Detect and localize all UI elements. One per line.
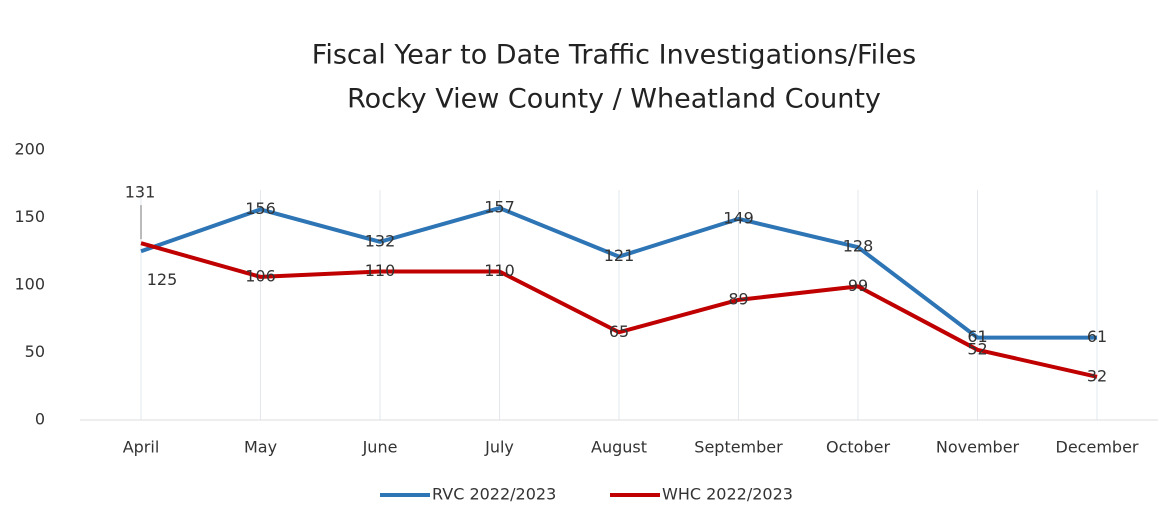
x-tick-label: September [694, 438, 783, 457]
data-label: 128 [843, 237, 874, 256]
y-tick-label: 100 [14, 275, 45, 294]
data-label: 61 [967, 327, 987, 346]
series-line [140, 206, 1097, 340]
x-tick-label: April [123, 438, 160, 457]
x-tick-label: October [826, 438, 890, 457]
x-tick-label: May [244, 438, 277, 457]
data-label: 125 [147, 270, 178, 289]
legend-label: RVC 2022/2023 [432, 485, 556, 504]
data-label: 61 [1087, 327, 1107, 346]
y-tick-label: 50 [25, 342, 45, 361]
data-label: 149 [723, 208, 754, 227]
data-label: 132 [365, 231, 396, 250]
data-label: 106 [245, 266, 276, 285]
data-label: 99 [848, 276, 868, 295]
chart-title: Rocky View County / Wheatland County [347, 84, 881, 115]
y-tick-label: 0 [35, 410, 45, 429]
data-label: 65 [609, 322, 629, 341]
data-label: 157 [484, 198, 515, 217]
x-tick-label: December [1056, 438, 1139, 457]
data-label: 32 [1087, 366, 1107, 385]
y-tick-label: 200 [14, 140, 45, 159]
data-label: 52 [967, 339, 987, 358]
data-label: 110 [365, 261, 396, 280]
x-tick-label: July [484, 438, 514, 457]
chart-title: Fiscal Year to Date Traffic Investigatio… [312, 40, 917, 71]
data-label: 131 [125, 183, 156, 202]
x-tick-label: August [591, 438, 647, 457]
data-label: 89 [728, 289, 748, 308]
data-label: 121 [604, 246, 635, 265]
x-tick-label: November [936, 438, 1020, 457]
legend-label: WHC 2022/2023 [662, 485, 793, 504]
x-tick-label: June [362, 438, 398, 457]
data-label: 156 [245, 199, 276, 218]
data-label: 110 [484, 261, 515, 280]
series-line [140, 241, 1098, 379]
y-tick-label: 150 [14, 207, 45, 226]
